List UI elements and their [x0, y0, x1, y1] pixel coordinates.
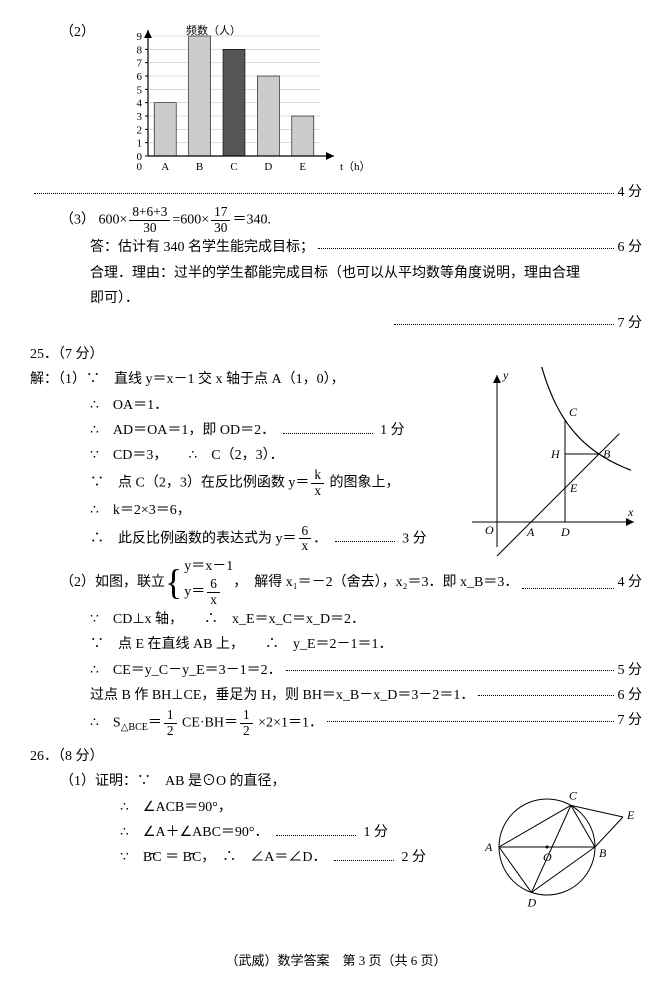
svg-text:C: C	[569, 789, 578, 803]
q24-answer: 答：估计有 340 名学生能完成目标；	[90, 235, 314, 260]
equation-system: { y＝x－1 y＝6x	[165, 557, 233, 607]
q25-2-l4: ∴ CE＝y_C－y_E＝3－1＝2．	[90, 658, 282, 683]
q25-2-l6: ∴ S△BCE＝12 CE·BH＝12 ×2×1＝1．	[90, 708, 323, 738]
svg-text:7: 7	[137, 58, 143, 70]
sol-label: 解：	[30, 372, 58, 387]
q26-pts: （8 分）	[58, 749, 104, 764]
svg-text:E: E	[626, 808, 635, 822]
q25-2-l2: ∵ CD⊥x 轴， ∴ x_E＝x_C＝x_D＝2．	[90, 607, 642, 632]
frac-kx: kx	[311, 468, 324, 498]
svg-text:9: 9	[137, 31, 143, 43]
svg-text:B: B	[599, 846, 607, 860]
q25-num: 25．	[30, 347, 58, 362]
svg-text:B: B	[196, 161, 203, 173]
coord-graph: O A D E B C Hy x	[462, 367, 642, 557]
svg-text:D: D	[560, 525, 570, 539]
svg-text:D: D	[526, 896, 536, 910]
svg-text:D: D	[264, 161, 272, 173]
q25-1-l5b: 的图象上，	[326, 475, 400, 490]
svg-text:C: C	[230, 161, 237, 173]
svg-text:H: H	[550, 447, 561, 461]
q26-l1: ∵ AB 是⊙O 的直径，	[137, 774, 286, 789]
svg-text:A: A	[526, 525, 535, 539]
svg-text:0: 0	[137, 161, 143, 173]
svg-text:B: B	[603, 447, 611, 461]
svg-text:6: 6	[137, 71, 143, 83]
q25-1-l1: （1）∵ 直线 y＝x－1 交 x 轴于点 A（1，0），	[58, 372, 345, 387]
svg-text:C: C	[569, 405, 578, 419]
svg-text:x: x	[627, 505, 634, 519]
score-25-2d: 7 分	[618, 708, 643, 733]
q25-pts: （7 分）	[58, 347, 104, 362]
bar-chart: 0123456789ABCDE频数（人）t（h）0	[110, 20, 370, 180]
score-25-1a: 1 分	[380, 423, 405, 438]
q25-1-l5a: ∵ 点 C（2，3）在反比例函数 y＝	[90, 475, 309, 490]
svg-text:t（h）: t（h）	[340, 160, 370, 173]
calc-eq1: =600×	[172, 213, 209, 228]
svg-text:频数（人）: 频数（人）	[186, 23, 241, 37]
score-24-3b: 7 分	[618, 311, 643, 336]
frac-6x: 6x	[299, 524, 312, 554]
svg-text:A: A	[161, 161, 169, 173]
frac-1: 8+6+330	[129, 205, 170, 235]
svg-text:A: A	[484, 840, 493, 854]
q26-l4: ∵ ⌢BC ＝ ⌢BC， ∴ ∠A＝∠D．	[120, 850, 327, 865]
svg-text:3: 3	[137, 111, 143, 123]
svg-text:4: 4	[137, 98, 143, 110]
frac-2: 1730	[211, 205, 230, 235]
q25-2-l5: 过点 B 作 BH⊥CE，垂足为 H，则 BH＝x_B－x_D＝3－2＝1．	[90, 683, 474, 708]
q25-1-l7a: ∴ 此反比例函数的表达式为 y＝	[90, 531, 297, 546]
circle-graph: A B C D E O	[472, 769, 642, 919]
frac-sys: 6x	[207, 577, 220, 607]
q24-part3-label: （3）	[60, 213, 95, 228]
score-24-2: 4 分	[618, 180, 643, 205]
svg-text:1: 1	[137, 138, 143, 150]
svg-text:2: 2	[137, 124, 143, 136]
svg-text:y: y	[502, 368, 509, 382]
q25-1-l3: ∴ AD＝OA＝1，即 OD＝2．	[90, 423, 275, 438]
calc-lhs: 600×	[99, 213, 128, 228]
svg-text:O: O	[543, 850, 552, 864]
page-footer: （武威）数学答案 第 3 页（共 6 页）	[30, 949, 642, 972]
svg-text:8: 8	[137, 44, 143, 56]
q26-l3: ∴ ∠A＋∠ABC＝90°．	[120, 825, 269, 840]
calc-eq2: ＝340.	[232, 213, 271, 228]
q25-1-l7b: ．	[313, 531, 327, 546]
q26-num: 26．	[30, 749, 58, 764]
score-26-2: 2 分	[402, 850, 427, 865]
svg-text:O: O	[485, 523, 494, 537]
score-25-2b: 5 分	[618, 658, 643, 683]
svg-text:E: E	[569, 481, 578, 495]
q24-part2-label: （2）	[60, 20, 95, 45]
score-25-2c: 6 分	[618, 683, 643, 708]
score-25-1b: 3 分	[402, 531, 427, 546]
svg-text:E: E	[299, 161, 306, 173]
q24-part3: （3） 600×8+6+330=600×1730＝340.	[60, 205, 642, 235]
q26-p1-label: （1）证明：	[60, 774, 137, 789]
q25-2-l1b: ， 解得 x₁＝－2（舍去），x₂＝3．即 x_B＝3．	[233, 570, 518, 595]
q25-2-l1a: （2）如图，联立	[60, 570, 165, 595]
score-25-2a: 4 分	[618, 570, 643, 595]
q25-2-l3: ∵ 点 E 在直线 AB 上， ∴ y_E＝2－1＝1．	[90, 632, 642, 657]
score-24-3a: 6 分	[618, 235, 643, 260]
score-26-1: 1 分	[364, 825, 389, 840]
q24-reason: 合理．理由：过半的学生都能完成目标（也可以从平均数等角度说明，理由合理即可）．	[90, 261, 590, 311]
svg-text:5: 5	[137, 84, 143, 96]
